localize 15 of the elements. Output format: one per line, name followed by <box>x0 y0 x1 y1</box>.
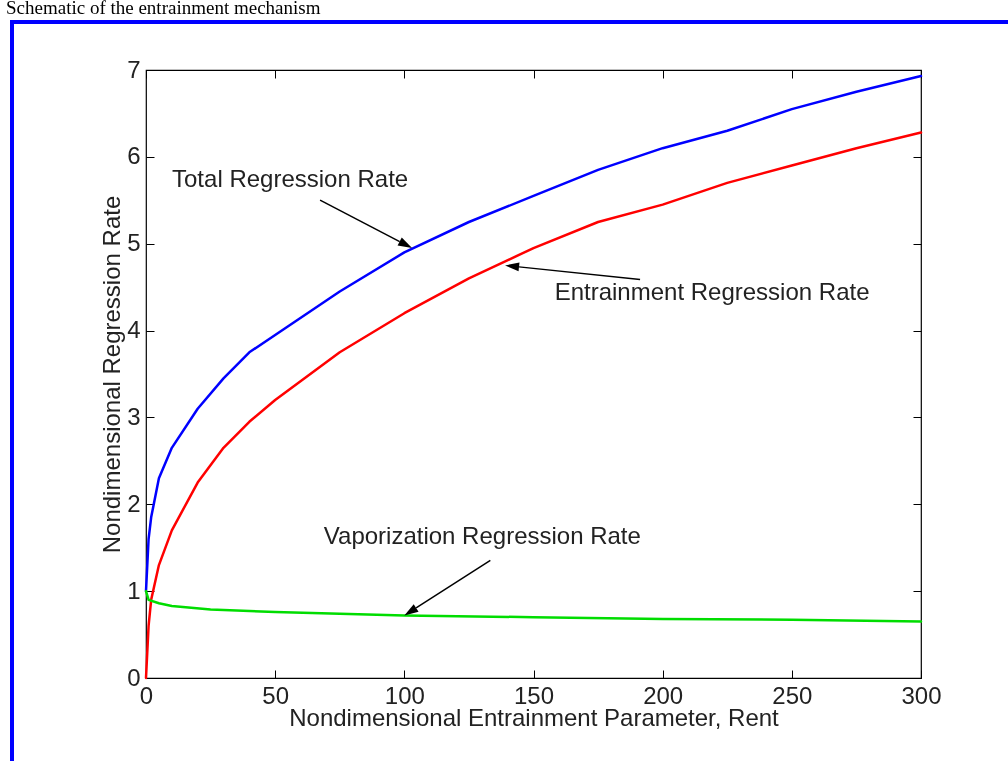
y-tick-label: 7 <box>127 55 141 83</box>
x-tick-label: 300 <box>901 681 942 709</box>
y-tick-label: 4 <box>127 316 141 344</box>
y-axis-title: Nondimensional Regression Rate <box>98 195 126 554</box>
annotation: Vaporization Regression Rate <box>323 522 641 550</box>
annotation: Total Regression Rate <box>172 165 409 193</box>
text: Schematic of the entrainment mechanism <box>6 0 321 18</box>
annotation: Entrainment Regression Rate <box>554 278 870 306</box>
y-tick-label: 3 <box>127 402 141 430</box>
x-tick-label: 50 <box>262 681 290 709</box>
y-tick-label: 5 <box>127 229 141 257</box>
y-tick-label: 0 <box>127 663 141 691</box>
y-tick-label: 2 <box>127 489 141 517</box>
y-tick-label: 6 <box>127 142 141 170</box>
y-tick-label: 1 <box>127 576 141 604</box>
